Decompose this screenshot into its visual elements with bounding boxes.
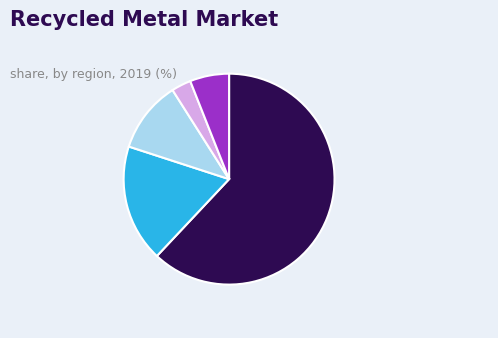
- Wedge shape: [124, 147, 229, 256]
- Text: share, by region, 2019 (%): share, by region, 2019 (%): [10, 68, 177, 80]
- Wedge shape: [129, 90, 229, 179]
- Wedge shape: [190, 74, 229, 179]
- Wedge shape: [173, 81, 229, 179]
- Wedge shape: [157, 74, 335, 285]
- Text: Recycled Metal Market: Recycled Metal Market: [10, 10, 278, 30]
